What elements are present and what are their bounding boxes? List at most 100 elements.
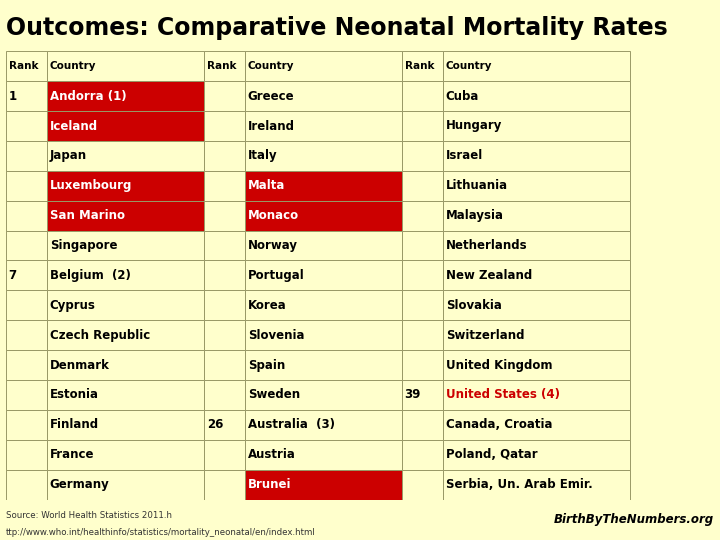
Bar [6,201,47,231]
Bar [245,260,402,291]
Text: United Kingdom: United Kingdom [446,359,552,372]
Bar [245,380,402,410]
Bar [245,171,402,201]
Bar [402,111,443,141]
Bar [6,380,47,410]
Bar [204,171,245,201]
Bar [443,231,630,260]
Text: Portugal: Portugal [248,269,305,282]
Bar [47,231,204,260]
Bar [47,260,204,291]
Text: 1: 1 [9,90,17,103]
Text: Austria: Austria [248,448,295,461]
Bar [245,320,402,350]
Bar [402,410,443,440]
Bar [47,201,204,231]
Text: Iceland: Iceland [50,119,98,132]
Bar [402,291,443,320]
Text: Belgium  (2): Belgium (2) [50,269,130,282]
Bar [6,260,47,291]
Bar [443,410,630,440]
Bar [443,81,630,111]
Text: Australia  (3): Australia (3) [248,418,335,431]
Text: Slovakia: Slovakia [446,299,502,312]
Text: Greece: Greece [248,90,294,103]
Text: Outcomes: Comparative Neonatal Mortality Rates: Outcomes: Comparative Neonatal Mortality… [6,16,667,40]
Bar [402,171,443,201]
Bar [6,231,47,260]
Text: Sweden: Sweden [248,388,300,401]
Text: Estonia: Estonia [50,388,99,401]
Text: Cuba: Cuba [446,90,479,103]
Text: Rank: Rank [405,61,434,71]
Text: Brunei: Brunei [248,478,291,491]
Bar [245,470,402,500]
Text: Poland, Qatar: Poland, Qatar [446,448,537,461]
Text: United States (4): United States (4) [446,388,559,401]
Bar [443,260,630,291]
Bar [443,291,630,320]
Text: Spain: Spain [248,359,285,372]
Bar [6,440,47,470]
Bar [6,291,47,320]
Text: Andorra (1): Andorra (1) [50,90,126,103]
Bar [245,51,402,81]
Bar [443,171,630,201]
Bar [47,410,204,440]
Bar [204,350,245,380]
Text: Japan: Japan [50,150,87,163]
Bar [402,51,443,81]
Bar [245,350,402,380]
Bar [245,231,402,260]
Text: Germany: Germany [50,478,109,491]
Bar [47,51,204,81]
Bar [6,51,47,81]
Text: Luxembourg: Luxembourg [50,179,132,192]
Bar [6,320,47,350]
Text: San Marino: San Marino [50,209,125,222]
Bar [402,380,443,410]
Bar [245,440,402,470]
Bar [6,410,47,440]
Bar [47,141,204,171]
Bar [402,201,443,231]
Bar [6,141,47,171]
Bar [402,470,443,500]
Text: Country: Country [248,61,294,71]
Bar [204,111,245,141]
Bar [443,320,630,350]
Bar [402,81,443,111]
Bar [204,231,245,260]
Bar [443,470,630,500]
Bar [204,410,245,440]
Text: Monaco: Monaco [248,209,299,222]
Text: Israel: Israel [446,150,483,163]
Text: 39: 39 [405,388,421,401]
Text: Canada, Croatia: Canada, Croatia [446,418,552,431]
Text: France: France [50,448,94,461]
Text: Source: World Health Statistics 2011.h: Source: World Health Statistics 2011.h [6,511,172,520]
Bar [443,440,630,470]
Bar [245,141,402,171]
Bar [443,350,630,380]
Bar [204,320,245,350]
Bar [402,260,443,291]
Text: Netherlands: Netherlands [446,239,527,252]
Bar [47,291,204,320]
Text: Switzerland: Switzerland [446,329,524,342]
Bar [6,470,47,500]
Text: ttp://www.who.int/healthinfo/statistics/mortality_neonatal/en/index.html: ttp://www.who.int/healthinfo/statistics/… [6,528,315,537]
Bar [402,350,443,380]
Bar [443,380,630,410]
Bar [47,320,204,350]
Bar [47,380,204,410]
Text: Singapore: Singapore [50,239,117,252]
Bar [245,111,402,141]
Bar [443,111,630,141]
Text: Serbia, Un. Arab Emir.: Serbia, Un. Arab Emir. [446,478,593,491]
Bar [245,201,402,231]
Bar [47,111,204,141]
Bar [6,350,47,380]
Text: Malaysia: Malaysia [446,209,504,222]
Text: Korea: Korea [248,299,287,312]
